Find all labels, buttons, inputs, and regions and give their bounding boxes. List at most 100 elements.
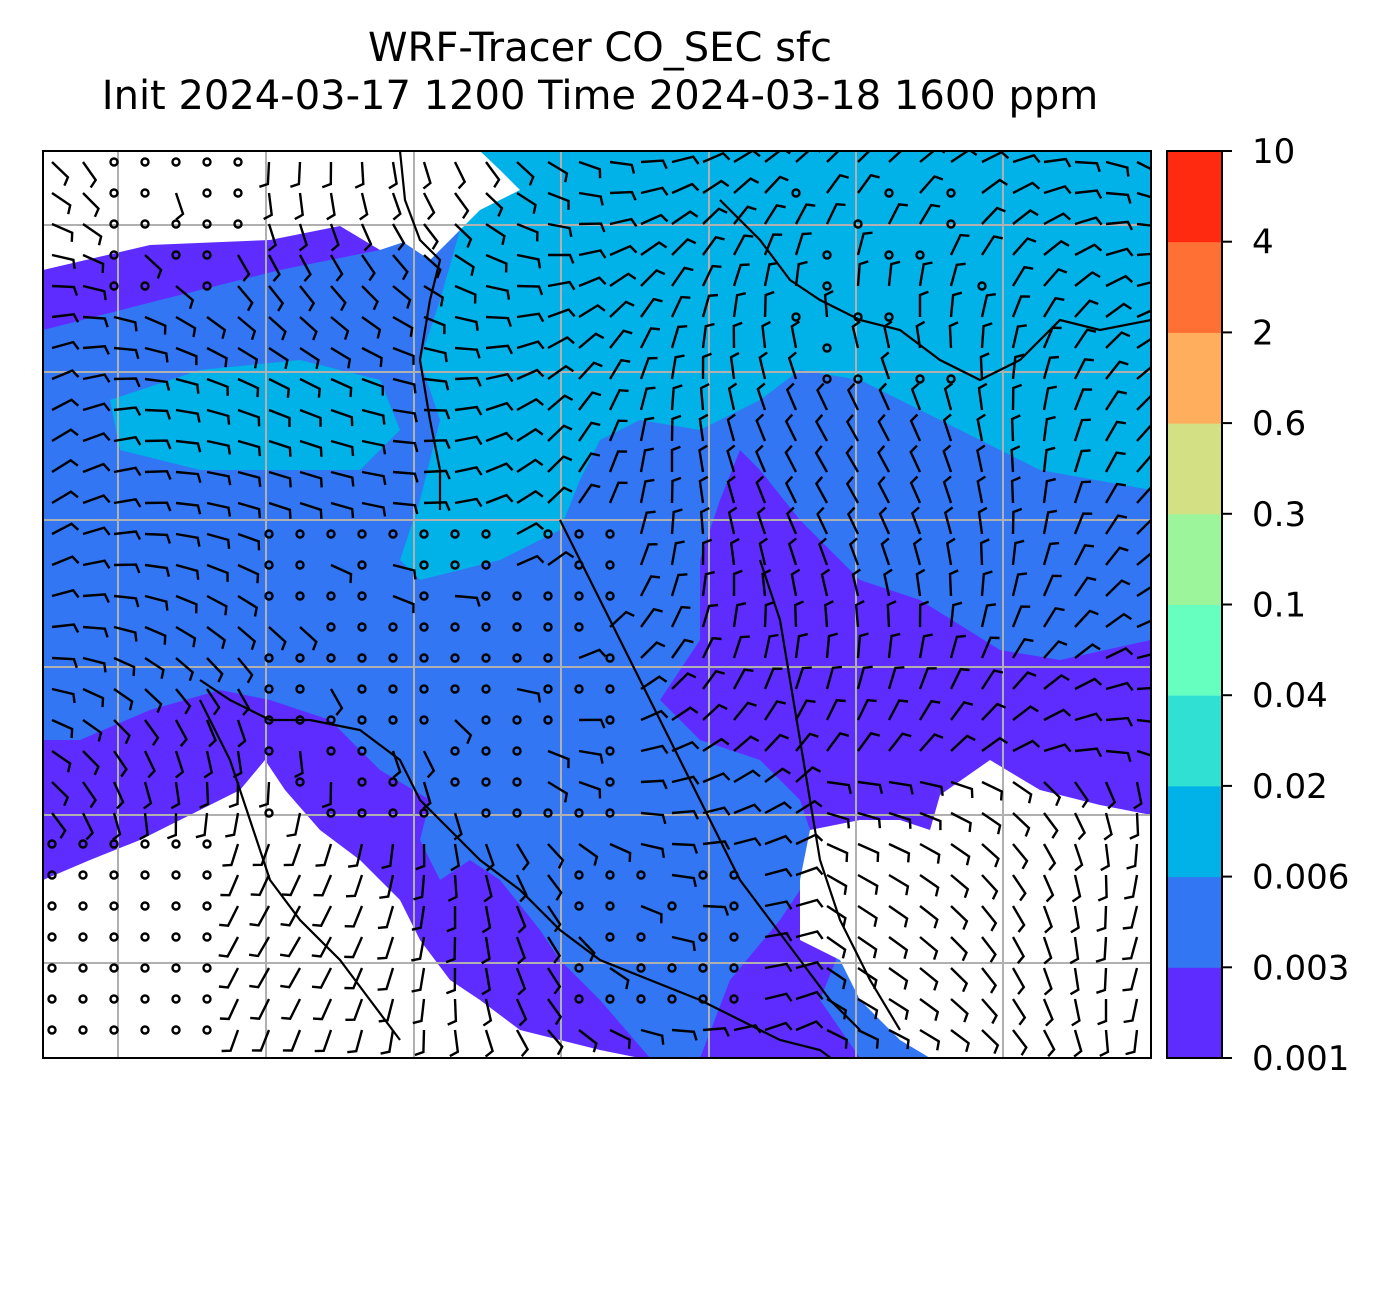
calm-circle (326, 529, 336, 539)
wind-barb (888, 1028, 910, 1050)
wind-barb (857, 842, 880, 862)
wind-barb (381, 843, 395, 870)
calm-circle (388, 715, 398, 725)
wind-barb (918, 600, 930, 628)
wind-barb (856, 231, 873, 256)
wind-barb (547, 222, 573, 238)
wind-barb (515, 936, 527, 965)
calm-circle (140, 157, 150, 167)
wind-barb (1043, 212, 1071, 226)
wind-barb (237, 377, 260, 398)
wind-barb (784, 413, 798, 442)
wind-barb (236, 254, 251, 282)
wind-barb (218, 936, 240, 958)
wind-barb (702, 703, 728, 721)
wind-barb (1074, 270, 1101, 287)
wind-barb (701, 636, 722, 659)
wind-barb (1136, 222, 1151, 227)
wind-barb (516, 161, 535, 186)
wind-barb (547, 336, 575, 350)
calm-circle (481, 777, 491, 787)
calm-circle (512, 746, 522, 756)
wind-barb (144, 469, 172, 480)
calm-circle (47, 1025, 57, 1035)
coastline-north (398, 151, 442, 510)
wind-barb (144, 594, 169, 611)
wind-barb (51, 718, 74, 739)
wind-barb (814, 476, 829, 504)
wind-barb (82, 402, 111, 412)
wind-barb (206, 626, 227, 650)
calm-circle (574, 622, 584, 632)
wind-barb (113, 719, 131, 745)
wind-barb (222, 843, 240, 867)
wind-barb (51, 623, 80, 633)
wind-barb (237, 408, 261, 427)
wind-barb (670, 414, 682, 442)
wind-barb (1012, 739, 1041, 753)
colorbar-tick-label: 0.1 (1252, 586, 1306, 626)
wind-barb (450, 843, 461, 872)
wind-barb (981, 780, 1004, 801)
wind-barb (981, 206, 1006, 225)
wind-barb (237, 316, 257, 341)
calm-circle (202, 281, 212, 291)
calm-circle (915, 250, 925, 260)
calm-circle (109, 219, 119, 229)
wind-barb (1074, 643, 1101, 659)
wind-barb (547, 550, 575, 566)
wind-barb (887, 666, 905, 690)
calm-circle (605, 808, 615, 818)
wind-barb (981, 702, 1007, 721)
wind-barb (113, 656, 136, 677)
wind-barb (175, 501, 202, 515)
wind-barb (484, 1029, 494, 1058)
calm-circle (574, 529, 584, 539)
wind-barb (888, 732, 912, 752)
wind-barb (609, 272, 637, 287)
wind-barb (949, 634, 967, 659)
wind-barb (609, 329, 633, 349)
wind-barb (1097, 874, 1108, 902)
wind-barb (1105, 302, 1132, 318)
wind-barb (826, 997, 848, 1020)
wind-barb (547, 1029, 564, 1056)
wind-barb (1042, 477, 1056, 504)
wind-barb (361, 254, 376, 282)
wind-barb (299, 377, 321, 398)
wind-barb (794, 260, 808, 287)
wind-barb (1073, 449, 1091, 473)
calm-circle (233, 188, 243, 198)
calm-circle (481, 746, 491, 756)
wind-barb (733, 837, 762, 847)
wind-barb (795, 151, 821, 163)
wind-barb (1010, 445, 1021, 473)
wind-barb (578, 361, 603, 380)
wind-barb (1104, 482, 1127, 504)
wind-barb (942, 413, 953, 442)
wind-barb (948, 321, 959, 349)
wind-barb (1074, 299, 1099, 318)
calm-circle (729, 994, 739, 1004)
wind-barb (113, 594, 140, 608)
wind-barb (485, 222, 506, 246)
wind-barb (361, 501, 387, 517)
wind-barb (851, 320, 861, 349)
wind-barb (702, 772, 731, 784)
wind-barb (1074, 189, 1103, 199)
wind-barb (422, 161, 432, 190)
wind-barb (267, 223, 277, 252)
wind-barb (857, 811, 882, 829)
wind-barb (577, 452, 601, 473)
wind-barb (206, 377, 229, 396)
colorbar-ticks: 0.001 0.003 0.006 0.02 0.04 0.1 0.3 0.6 2 4 10 (1222, 132, 1349, 1079)
wind-barb (702, 669, 726, 690)
wind-barb (423, 315, 446, 335)
calm-circle (171, 901, 181, 911)
wind-barb (51, 458, 79, 474)
wind-barb (354, 161, 365, 189)
calm-circle (450, 746, 460, 756)
calm-circle (140, 188, 150, 198)
wind-barb (950, 998, 969, 1023)
